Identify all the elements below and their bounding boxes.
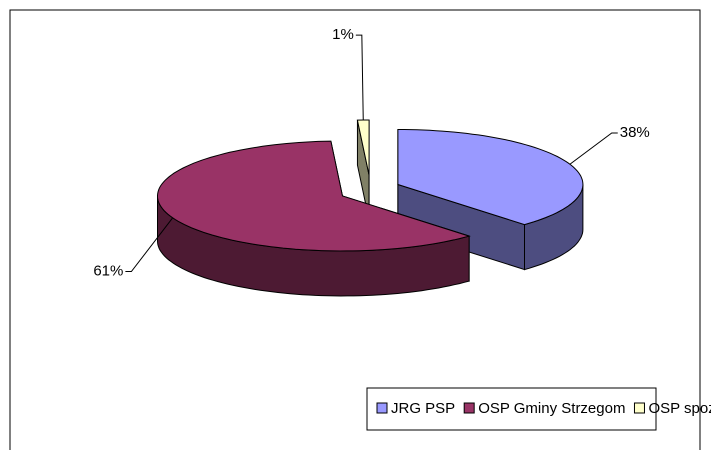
chart-frame [9,9,701,450]
slice [157,140,471,297]
leader-line [569,132,618,165]
legend-swatch [633,402,645,414]
data-label: 38% [620,124,650,141]
legend-box [366,387,657,431]
legend-swatch [376,402,388,414]
legend-swatch [463,402,475,414]
legend-label: OSP Gminy Strzegom [478,400,625,417]
legend-label: JRG PSP [391,400,455,417]
leader-line [125,217,174,273]
slice [397,129,584,271]
slice-top [157,140,471,252]
data-label: 61% [93,263,123,280]
leader-line [355,34,364,121]
data-label: 1% [332,26,354,43]
legend-label: OSP spoza gminy [648,400,711,417]
